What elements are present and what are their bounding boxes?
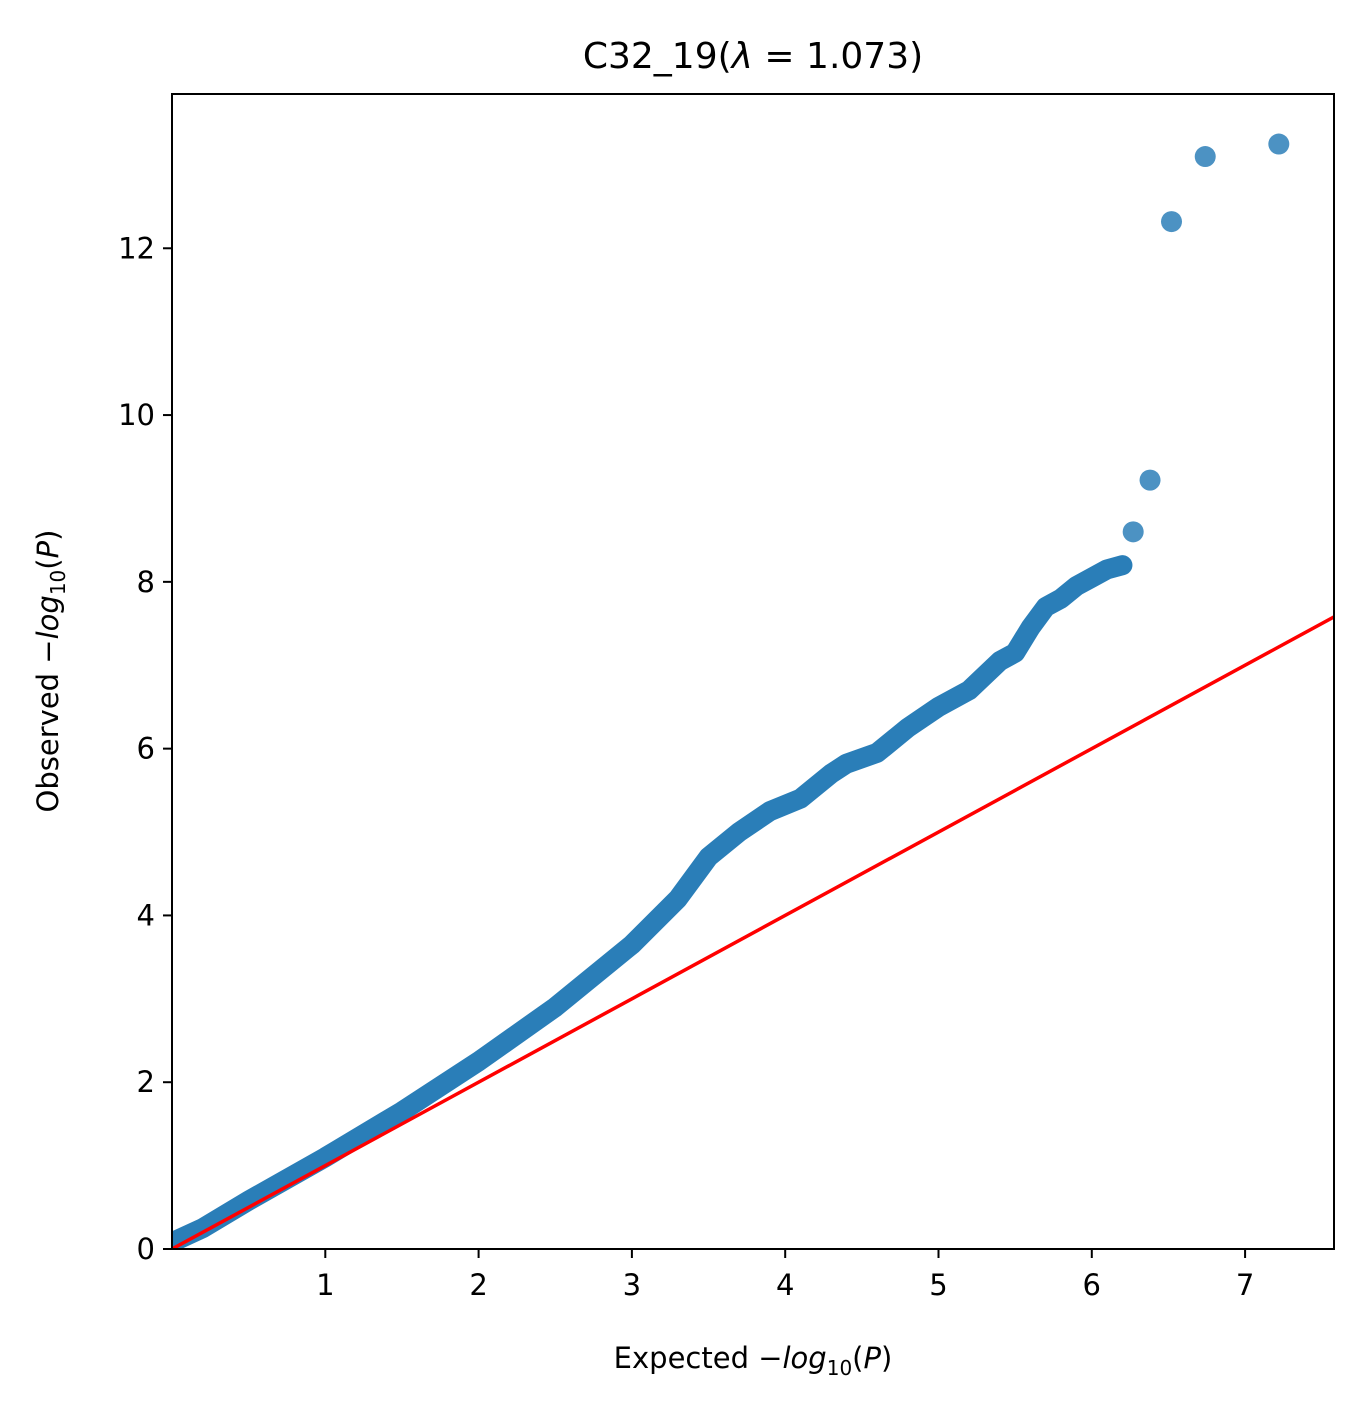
- y-tick-label: 8: [137, 565, 155, 599]
- y-tick-label: 6: [137, 732, 155, 766]
- outlier-point: [1139, 469, 1161, 491]
- x-axis-ticks: 1 2 3 4 5 6 7: [316, 1249, 1254, 1302]
- axes-frame: [171, 93, 1335, 1250]
- y-axis-ticks: 0 2 4 6 8 10 12: [118, 231, 172, 1266]
- y-tick-label: 10: [118, 398, 155, 432]
- plot-area: [172, 133, 1334, 1249]
- x-tick-label: 6: [1083, 1268, 1101, 1302]
- observed-points-cloud: [172, 555, 1133, 1249]
- y-tick-label: 4: [137, 898, 155, 932]
- outlier-point: [1122, 521, 1144, 543]
- y-tick-label: 2: [137, 1065, 155, 1099]
- x-tick-label: 2: [469, 1268, 487, 1302]
- reference-line: [172, 615, 1334, 1249]
- outlier-point: [1194, 146, 1216, 168]
- y-axis-label: Observed −log10(P): [31, 530, 70, 813]
- x-tick-label: 5: [929, 1268, 947, 1302]
- chart-title: C32_19(λ = 1.073): [583, 36, 923, 77]
- x-axis-label: Expected −log10(P): [614, 1341, 893, 1380]
- x-tick-label: 7: [1236, 1268, 1254, 1302]
- y-tick-label: 0: [137, 1232, 155, 1266]
- outlier-point: [1161, 211, 1183, 233]
- y-tick-label: 12: [118, 231, 155, 265]
- x-tick-label: 4: [776, 1268, 794, 1302]
- x-tick-label: 1: [316, 1268, 334, 1302]
- x-tick-label: 3: [623, 1268, 641, 1302]
- outlier-point: [1268, 133, 1290, 155]
